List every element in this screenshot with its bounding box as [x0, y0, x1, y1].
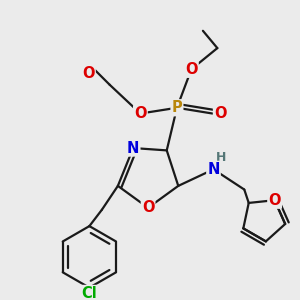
Text: P: P [172, 100, 182, 115]
Text: O: O [142, 200, 154, 215]
Text: O: O [134, 106, 147, 121]
Text: O: O [268, 193, 281, 208]
Text: N: N [207, 162, 220, 177]
Text: N: N [127, 140, 140, 155]
Text: H: H [216, 151, 226, 164]
Text: O: O [214, 106, 226, 121]
Text: Cl: Cl [82, 286, 97, 300]
Text: O: O [185, 62, 198, 77]
Text: O: O [82, 66, 95, 81]
